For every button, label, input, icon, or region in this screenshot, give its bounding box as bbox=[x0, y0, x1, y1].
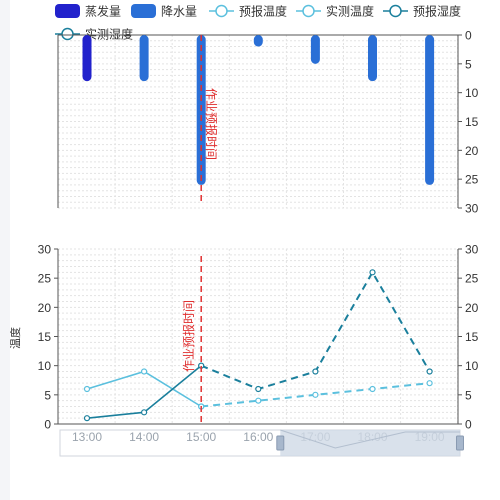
chart-panel: 蒸发量 降水量 预报温度 实测温度 预报湿度实测湿度 0 5 10 15 20 25 30 作业预报时间… bbox=[10, 0, 500, 500]
bar-降水量-14:00[interactable] bbox=[139, 35, 149, 82]
slider-selected-range[interactable] bbox=[280, 430, 460, 456]
point-实测温度-14:00[interactable] bbox=[141, 368, 148, 375]
legend-label: 实测湿度 bbox=[85, 27, 133, 42]
slider-handle-right[interactable] bbox=[456, 435, 464, 451]
legend-label: 蒸发量 bbox=[85, 4, 121, 19]
legend-label: 降水量 bbox=[161, 5, 197, 19]
legend-marker bbox=[389, 4, 402, 18]
x-tick-label-16:00: 16:00 bbox=[243, 430, 273, 444]
point-预报湿度-18:00[interactable] bbox=[369, 269, 376, 276]
top-y-tick-label: 10 bbox=[465, 86, 479, 100]
bottom-y-tick-label-left: 0 bbox=[44, 418, 51, 432]
legend-marker bbox=[61, 27, 74, 41]
point-预报温度-16:00[interactable] bbox=[255, 397, 262, 404]
legend-marker bbox=[302, 4, 315, 18]
bottom-y-tick-label-right: 5 bbox=[465, 388, 472, 402]
bar-降水量-17:00[interactable] bbox=[310, 35, 320, 64]
bar-蒸发量-13:00[interactable] bbox=[82, 35, 92, 82]
slider-handle-left[interactable] bbox=[276, 435, 285, 451]
legend-swatch bbox=[131, 4, 156, 18]
x-tick-label-13:00: 13:00 bbox=[72, 430, 102, 444]
legend-item-1[interactable]: 降水量 bbox=[131, 4, 197, 19]
x-tick-label-14:00: 14:00 bbox=[129, 430, 159, 444]
point-预报温度-17:00[interactable] bbox=[312, 391, 319, 398]
x-tick-label-15:00: 15:00 bbox=[186, 430, 216, 444]
legend-label: 预报湿度 bbox=[413, 4, 461, 19]
bottom-y-tick-label-left: 25 bbox=[38, 272, 52, 286]
top-annotation-label: 作业预报时间 bbox=[204, 88, 219, 160]
point-预报温度-18:00[interactable] bbox=[369, 385, 376, 393]
top-y-tick-label: 30 bbox=[465, 202, 479, 216]
legend-item-2[interactable]: 预报温度 bbox=[209, 4, 287, 19]
point-预报湿度-17:00[interactable] bbox=[312, 368, 319, 375]
bottom-y-tick-label-right: 20 bbox=[465, 301, 479, 315]
bottom-y-tick-label-right: 0 bbox=[465, 418, 472, 432]
bottom-y-tick-label-left: 5 bbox=[44, 388, 51, 402]
bar-降水量-18:00[interactable] bbox=[368, 35, 377, 82]
bottom-y-tick-label-left: 10 bbox=[38, 359, 52, 373]
point-预报温度-19:00[interactable] bbox=[426, 380, 433, 387]
bottom-y-tick-label-left: 30 bbox=[38, 243, 52, 257]
bottom-chart: 0 0 5 5 10 10 15 15 20 20 25 25 30 30 温度 13:00 14:00 15:0… bbox=[10, 243, 479, 445]
point-实测湿度-13:00[interactable] bbox=[83, 415, 91, 422]
bottom-y-axis-title: 温度 bbox=[10, 327, 22, 349]
bottom-y-tick-label-right: 15 bbox=[465, 330, 479, 344]
legend-label: 预报温度 bbox=[239, 4, 287, 19]
top-chart: 0 5 10 15 20 25 30 作业预报时间 bbox=[57, 29, 479, 216]
legend-item-0[interactable]: 蒸发量 bbox=[55, 4, 121, 19]
bottom-y-tick-label-left: 20 bbox=[38, 301, 52, 315]
legend-swatch bbox=[55, 4, 80, 18]
top-y-tick-label: 25 bbox=[465, 173, 479, 187]
top-y-tick-label: 5 bbox=[465, 57, 472, 71]
bottom-y-tick-label-right: 25 bbox=[465, 272, 479, 286]
legend-item-5[interactable]: 实测湿度 bbox=[55, 27, 133, 42]
point-实测湿度-14:00[interactable] bbox=[141, 409, 148, 416]
top-y-tick-label: 20 bbox=[465, 144, 479, 158]
bar-降水量-19:00[interactable] bbox=[425, 35, 435, 185]
data-zoom-slider[interactable] bbox=[59, 429, 464, 457]
legend-label: 实测温度 bbox=[326, 4, 374, 19]
legend-item-3[interactable]: 实测温度 bbox=[296, 4, 374, 19]
top-y-tick-label: 0 bbox=[465, 29, 472, 43]
bottom-y-tick-label-right: 10 bbox=[465, 359, 479, 373]
point-实测温度-13:00[interactable] bbox=[83, 385, 91, 393]
point-预报湿度-19:00[interactable] bbox=[426, 368, 433, 375]
bar-降水量-16:00[interactable] bbox=[253, 35, 263, 47]
legend-item-4[interactable]: 预报湿度 bbox=[383, 4, 461, 19]
bottom-y-tick-label-left: 15 bbox=[38, 330, 52, 344]
bottom-y-tick-label-right: 30 bbox=[465, 243, 479, 257]
bottom-annotation-label: 作业预报时间 bbox=[181, 300, 196, 372]
line-实测温度[interactable] bbox=[86, 370, 202, 408]
legend-marker bbox=[215, 4, 228, 18]
top-y-tick-label: 15 bbox=[465, 115, 479, 129]
top-grid bbox=[57, 34, 459, 209]
point-预报湿度-16:00[interactable] bbox=[255, 385, 262, 393]
slider-shadow-line bbox=[280, 429, 460, 449]
